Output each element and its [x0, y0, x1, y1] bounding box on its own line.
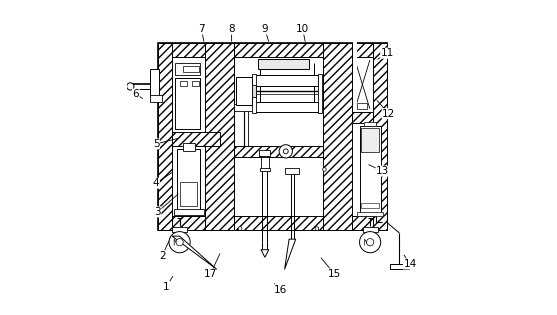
Bar — [361, 203, 379, 208]
Bar — [205, 43, 234, 230]
Text: 2: 2 — [159, 251, 165, 261]
Bar — [354, 0, 357, 110]
Circle shape — [359, 232, 381, 253]
Bar — [236, 77, 252, 106]
Bar — [255, 102, 319, 112]
Bar — [363, 227, 378, 232]
Text: 1: 1 — [163, 282, 170, 292]
Circle shape — [238, 227, 242, 230]
Bar — [364, 122, 377, 126]
Bar — [150, 69, 159, 96]
Bar — [252, 74, 256, 113]
Bar — [234, 104, 257, 111]
Bar — [373, 43, 387, 230]
Text: 14: 14 — [403, 259, 417, 269]
Polygon shape — [172, 236, 217, 269]
Text: 11: 11 — [381, 48, 394, 58]
Bar — [177, 149, 201, 209]
Bar — [174, 209, 203, 215]
Bar — [260, 168, 270, 171]
Text: 4: 4 — [153, 178, 159, 188]
Text: 9: 9 — [262, 24, 268, 34]
Circle shape — [367, 238, 374, 246]
Circle shape — [284, 149, 288, 154]
Bar — [158, 215, 387, 230]
Bar — [358, 212, 383, 216]
Circle shape — [176, 238, 183, 246]
Bar — [359, 126, 381, 213]
Bar — [172, 227, 187, 232]
Bar — [179, 81, 187, 86]
Text: 10: 10 — [296, 24, 309, 34]
Bar — [317, 74, 322, 113]
Bar — [323, 43, 352, 230]
Text: 12: 12 — [382, 109, 395, 119]
Bar — [261, 157, 268, 169]
Bar — [183, 66, 199, 72]
Text: 5: 5 — [153, 139, 159, 149]
Polygon shape — [261, 250, 269, 257]
Text: 13: 13 — [376, 166, 389, 176]
Text: 8: 8 — [228, 24, 235, 34]
Text: 15: 15 — [328, 269, 341, 279]
Circle shape — [279, 145, 292, 158]
Circle shape — [126, 83, 134, 90]
Circle shape — [169, 232, 190, 253]
Bar — [285, 168, 299, 174]
Bar — [183, 143, 194, 151]
Bar — [158, 43, 387, 230]
Text: 3: 3 — [154, 207, 161, 217]
Circle shape — [315, 227, 319, 230]
Circle shape — [323, 168, 326, 171]
Bar — [356, 103, 367, 109]
Bar — [352, 112, 373, 123]
Bar — [234, 146, 338, 157]
Bar — [175, 78, 201, 129]
Text: 7: 7 — [198, 24, 205, 34]
Bar — [175, 63, 201, 75]
Text: 17: 17 — [204, 269, 217, 279]
Bar — [158, 43, 172, 230]
Bar — [390, 264, 408, 269]
Bar — [361, 128, 379, 152]
Bar — [150, 95, 162, 102]
Bar — [258, 59, 309, 69]
Bar — [252, 85, 256, 97]
Bar — [255, 75, 319, 86]
Bar — [192, 81, 199, 86]
Text: 6: 6 — [133, 89, 139, 99]
Polygon shape — [285, 239, 296, 269]
Text: 16: 16 — [273, 285, 287, 295]
Bar — [158, 43, 387, 57]
Bar — [172, 132, 219, 146]
Bar — [179, 182, 198, 207]
Bar — [260, 150, 270, 156]
